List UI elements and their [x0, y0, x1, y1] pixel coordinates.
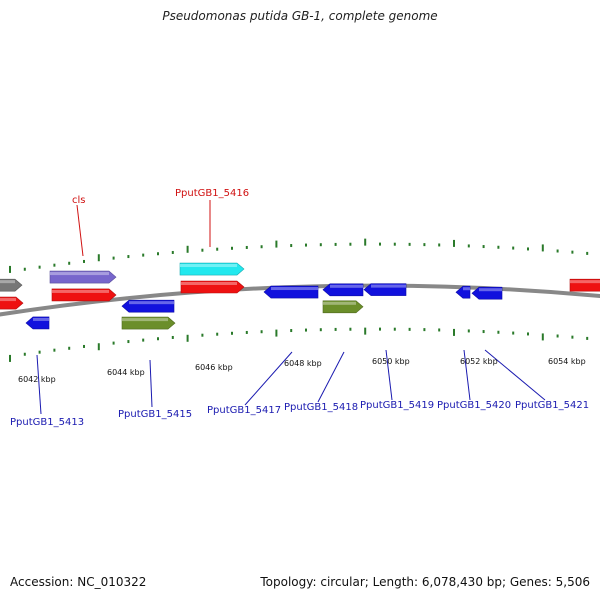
- cds-right-arrow-highlight: [570, 280, 600, 284]
- scale-label: 6052 kbp: [460, 357, 498, 366]
- label-callouts: cls PputGB1_5416 PputGB1_5413 PputGB1_5415 P…: [10, 188, 589, 428]
- accession-label: Accession: NC_010322: [10, 575, 147, 589]
- scale-ticks: [9, 238, 589, 362]
- genome-summary: Topology: circular; Length: 6,078,430 bp…: [260, 575, 590, 589]
- gene-label-reverse: PputGB1_5419: [360, 400, 434, 411]
- scale-labels: 6042 kbp 6044 kbp 6046 kbp 6048 kbp 6050 kbp…: [18, 357, 586, 384]
- cds-5418-arrow-highlight: [330, 284, 363, 288]
- scale-label: 6042 kbp: [18, 375, 56, 384]
- gene-label-reverse: PputGB1_5421: [515, 400, 589, 411]
- cds-5419-arrow-highlight: [371, 284, 406, 288]
- callout-line: [317, 351, 345, 403]
- gene-5416-arrow-highlight: [180, 264, 237, 268]
- gene-label-forward: cls: [72, 195, 86, 206]
- gene-label-reverse: PputGB1_5413: [10, 417, 84, 428]
- callout-line: [385, 349, 393, 401]
- cds-5417-arrow-highlight: [271, 287, 318, 291]
- cds-5420b-arrow-highlight: [479, 288, 502, 292]
- map-title: Pseudomonas putida GB-1, complete genome: [162, 9, 438, 23]
- scale-label: 6050 kbp: [372, 357, 410, 366]
- callout-line: [463, 349, 471, 401]
- scale-label: 6046 kbp: [195, 363, 233, 372]
- cds-5416-arrow-highlight: [181, 282, 237, 286]
- gene-5418-arrow-highlight: [323, 301, 356, 305]
- gene-label-reverse: PputGB1_5420: [437, 400, 511, 411]
- gene-label-reverse: PputGB1_5417: [207, 405, 281, 416]
- gene-label-forward: PputGB1_5416: [175, 188, 249, 199]
- gene-label-reverse: PputGB1_5418: [284, 402, 358, 413]
- cds-5413-arrow-highlight: [33, 317, 49, 321]
- scale-label: 6054 kbp: [548, 357, 586, 366]
- callout-line: [244, 351, 293, 406]
- gene-gray-arrow-highlight: [0, 280, 15, 284]
- scale-label: 6048 kbp: [284, 359, 322, 368]
- scale-label: 6044 kbp: [107, 368, 145, 377]
- gene-features: [0, 262, 600, 330]
- cds-5420-arrow-highlight: [463, 287, 470, 291]
- gene-5415-arrow-highlight: [122, 318, 168, 322]
- callout-line: [76, 204, 84, 257]
- cds-cls-arrow-highlight: [52, 289, 109, 293]
- cds-forward-arrow-highlight: [0, 298, 16, 302]
- gene-label-reverse: PputGB1_5415: [118, 409, 192, 420]
- callout-line: [484, 349, 546, 401]
- callout-line: [149, 359, 153, 408]
- cds-5415-arrow-highlight: [129, 301, 174, 305]
- gene-cls-arrow-highlight: [50, 272, 109, 276]
- callout-line: [36, 354, 42, 415]
